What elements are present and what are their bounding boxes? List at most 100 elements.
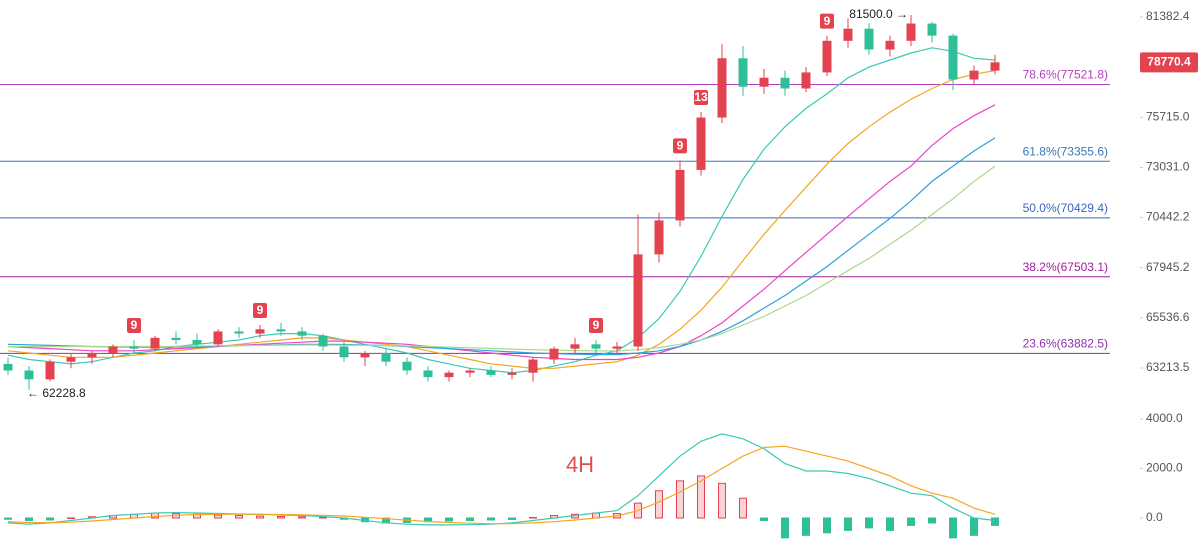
macd-bar <box>907 517 915 526</box>
macd-bar <box>760 517 768 521</box>
macd-bar <box>67 517 75 519</box>
macd-bar <box>508 517 516 520</box>
y-tick-label: 81382.4 <box>1146 9 1190 23</box>
td-badge <box>127 318 141 334</box>
candle-body <box>255 329 265 334</box>
macd-bar <box>928 517 936 524</box>
macd-bar <box>844 517 852 531</box>
fib-label: 23.6%(63882.5) <box>1023 337 1108 351</box>
macd-bar <box>718 482 726 519</box>
candle-body <box>549 348 559 360</box>
high-label: 81500.0 → <box>849 7 908 21</box>
macd-bar <box>256 515 264 519</box>
macd-bar <box>529 517 537 519</box>
y-tick-label: 2000.0 <box>1146 461 1183 475</box>
indicator-line <box>7 104 996 361</box>
td-label: 13 <box>694 90 708 104</box>
candle-body <box>969 70 979 80</box>
candle-body <box>171 337 181 341</box>
macd-bar <box>214 514 222 519</box>
candle-body <box>486 370 496 375</box>
macd-bar <box>865 517 873 529</box>
candle-body <box>129 346 139 349</box>
candle-body <box>276 329 286 332</box>
candle-body <box>528 359 538 373</box>
macd-bar <box>277 516 285 519</box>
candle-body <box>213 331 223 345</box>
candle-body <box>234 331 244 334</box>
candle-body <box>507 372 517 375</box>
candle-body <box>570 344 580 349</box>
macd-bar <box>445 517 453 522</box>
y-tick-label: 75715.0 <box>1146 109 1190 123</box>
candle-body <box>108 346 118 353</box>
candle-body <box>297 331 307 336</box>
y-tick-label: 73031.0 <box>1146 160 1190 174</box>
y-tick-label: 63213.5 <box>1146 360 1190 374</box>
candle-body <box>717 58 727 118</box>
y-tick-label: 67945.2 <box>1146 260 1190 274</box>
candle-body <box>738 58 748 87</box>
candle-body <box>822 40 832 73</box>
fib-label: 61.8%(73355.6) <box>1023 144 1108 158</box>
low-label: ← 62228.8 <box>27 386 86 400</box>
indicator-line <box>7 70 996 369</box>
y-tick-label: 70442.2 <box>1146 210 1190 224</box>
candle-body <box>24 370 34 380</box>
y-tick-label: 65536.6 <box>1146 310 1190 324</box>
y-tick-label: 0.0 <box>1146 510 1163 524</box>
candle-body <box>87 352 97 358</box>
macd-bar <box>697 475 705 519</box>
indicator-line <box>7 445 996 525</box>
candle-body <box>759 77 769 87</box>
macd-bar <box>235 515 243 519</box>
td-label: 9 <box>677 139 684 153</box>
macd-bar <box>676 480 684 519</box>
candle-body <box>192 340 202 345</box>
candle-body <box>927 23 937 36</box>
candle-body <box>423 370 433 378</box>
td-label: 9 <box>593 318 600 332</box>
fib-label: 78.6%(77521.8) <box>1023 68 1108 82</box>
macd-bar <box>487 517 495 521</box>
macd-bar <box>655 490 663 519</box>
macd-bar <box>298 516 306 519</box>
candle-body <box>696 117 706 170</box>
candle-body <box>402 361 412 371</box>
candle-body <box>885 40 895 50</box>
fib-label: 38.2%(67503.1) <box>1023 260 1108 274</box>
last-price: 78770.4 <box>1147 54 1191 68</box>
candle-body <box>633 254 643 347</box>
macd-bar <box>739 497 747 519</box>
candle-body <box>444 372 454 378</box>
macd-bar <box>466 517 474 521</box>
macd-bar <box>886 517 894 531</box>
candle-body <box>318 335 328 347</box>
td-label: 9 <box>131 318 138 332</box>
candle-body <box>45 361 55 380</box>
candle-body <box>948 35 958 80</box>
candle-body <box>3 363 13 371</box>
macd-bar <box>949 517 957 539</box>
macd-bar <box>991 517 999 526</box>
macd-bar <box>319 517 327 519</box>
candle-body <box>591 344 601 349</box>
candle-body <box>675 169 685 221</box>
td-label: 9 <box>257 303 264 317</box>
macd-bar <box>46 517 54 521</box>
candle-body <box>780 77 790 89</box>
macd-bar <box>970 517 978 536</box>
candle-body <box>381 352 391 362</box>
last-price-tag <box>1140 52 1198 73</box>
td-badge <box>694 90 708 106</box>
td-badge <box>820 13 834 29</box>
candle-body <box>801 72 811 89</box>
candle-body <box>864 28 874 50</box>
macd-bar <box>4 517 12 520</box>
td-badge <box>589 318 603 334</box>
td-label: 9 <box>824 14 831 28</box>
panel-label: 4H <box>566 452 594 477</box>
td-badge <box>253 303 267 319</box>
fib-label: 50.0%(70429.4) <box>1023 201 1108 215</box>
